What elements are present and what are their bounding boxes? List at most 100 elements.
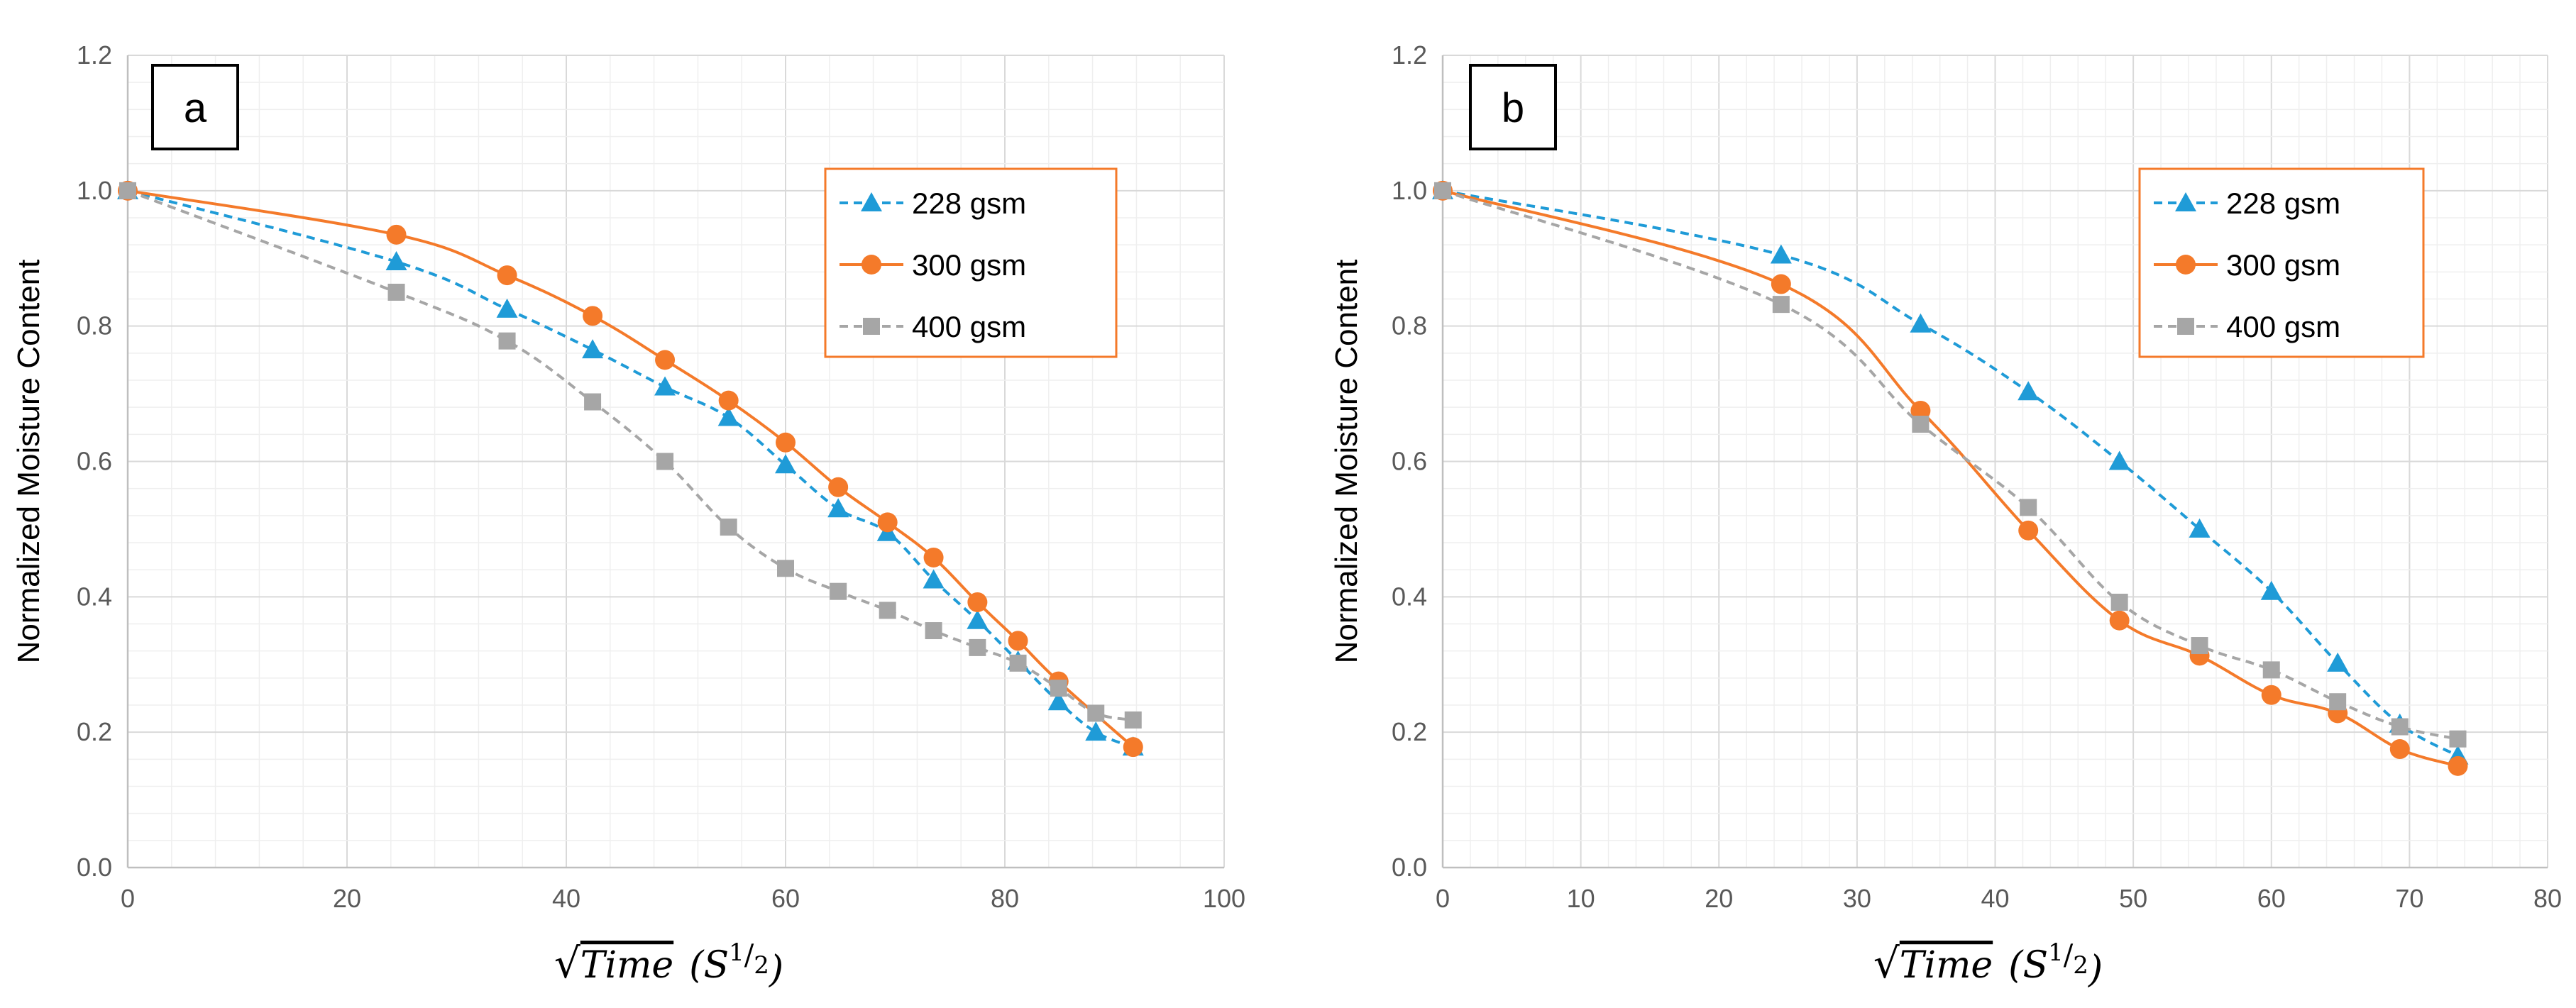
y-axis-title: Normalized Moisture Content [11,260,46,664]
data-point [1771,274,1791,294]
data-point [1434,182,1451,199]
legend-label: 228 gsm [2226,187,2340,220]
data-point [2261,685,2281,705]
gridlines [1442,55,2548,868]
data-point [1009,654,1027,672]
data-point [1085,721,1107,741]
data-point [879,602,896,619]
data-point [584,393,602,411]
legend: 228 gsm 300 gsm 400 gsm [824,167,1118,358]
panel-label-box [1469,64,1557,150]
x-axis-title-close: ) [2088,948,2103,991]
data-point [775,454,796,474]
y-tick-label: 0.6 [77,447,112,476]
data-point [1047,691,1069,711]
x-tick-label: 80 [991,884,1019,913]
legend-swatch-marker [863,318,880,335]
x-axis-title-radical: √ [554,939,580,987]
chart-panel-b: 0 10 20 30 40 50 60 70 80 0.0 0.2 0.4 0.6 0.8 1.0 1.2 No… [1329,40,2562,991]
y-tick-label: 0.4 [1392,582,1427,611]
y-tick-label: 0.2 [1392,717,1427,746]
panel-label-box [151,64,239,150]
panel-label: a [184,85,207,131]
data-point [2020,499,2037,516]
data-point [2109,610,2130,631]
data-point [720,519,737,536]
data-point [582,339,604,359]
x-axis-title-main: Time [1900,944,1993,987]
x-tick-label: 40 [552,884,580,913]
x-axis-title-open: (S [689,944,729,987]
data-point [717,406,739,426]
data-point [1770,244,1792,264]
data-point [718,390,739,411]
data-point [497,265,517,286]
data-point [967,609,989,629]
legend: 228 gsm 300 gsm 400 gsm [2138,167,2425,358]
data-point [2191,637,2208,655]
data-point [2329,693,2347,711]
data-point [2327,652,2349,672]
y-tick-label: 0.6 [1392,447,1427,476]
data-point [2189,518,2211,538]
series-400-gsm [119,182,1142,729]
data-point [2260,580,2282,600]
x-tick-label: 0 [121,884,135,913]
legend-label: 400 gsm [2226,310,2340,343]
x-axis-title-radical: √ [1873,939,1900,987]
legend-swatch-marker [2177,318,2194,335]
data-point [498,332,516,350]
legend-label: 300 gsm [2226,248,2340,282]
legend-label: 400 gsm [912,310,1026,343]
x-tick-label: 10 [1567,884,1595,913]
y-tick-label: 0.0 [77,853,112,882]
data-point [583,306,603,326]
x-axis-title-open: (S [2008,944,2048,987]
data-point [923,569,945,589]
data-point [2110,593,2128,611]
x-axis-title-main: Time [580,944,673,987]
data-point [828,477,849,497]
y-tick-label: 1.0 [77,176,112,205]
data-point [777,560,794,577]
y-tick-label: 0.4 [77,582,112,611]
data-point [923,547,944,567]
data-point [830,582,847,600]
gridlines [127,55,1225,868]
y-tick-label: 1.2 [77,40,112,70]
series-400-gsm [1434,182,2467,748]
legend-swatch-marker [861,192,882,211]
data-point [1910,400,1931,421]
x-tick-label: 100 [1203,884,1245,913]
x-axis-title-sup-den: 2 [2073,951,2088,980]
data-point [656,453,674,470]
series-line [127,189,1135,748]
data-point [1087,704,1105,722]
x-axis-title-text: √Time (S1/2) [554,938,783,991]
x-tick-label: 0 [1436,884,1450,913]
y-tick-label: 1.0 [1392,176,1427,205]
data-point [655,350,676,370]
legend-swatch-marker [862,255,881,275]
x-axis-title-sup-num: 1 [729,938,744,967]
data-point [969,638,986,656]
legend-swatch-marker [2176,255,2196,275]
data-point [827,498,849,518]
data-point [2391,718,2409,736]
x-tick-label: 70 [2395,884,2423,913]
data-point [2389,739,2410,760]
data-point [877,512,898,533]
data-point [776,432,796,453]
x-axis-title-sup-num: 1 [2048,938,2064,967]
y-tick-label: 0.8 [1392,311,1427,340]
x-axis-title: √Time (S1/2) [1873,938,2103,991]
chart-panel-a: 0 20 40 60 80 100 0.0 0.2 0.4 0.6 0.8 1.0 1.2 Normali… [11,40,1245,991]
x-axis-title-close: ) [769,948,783,991]
data-point [967,592,988,612]
data-point [654,376,676,396]
series-300-gsm [118,180,1143,758]
data-point [2018,381,2040,401]
x-axis-title-sup-den: 2 [754,951,769,980]
data-point [119,182,136,199]
panel-label: b [1502,85,1524,131]
